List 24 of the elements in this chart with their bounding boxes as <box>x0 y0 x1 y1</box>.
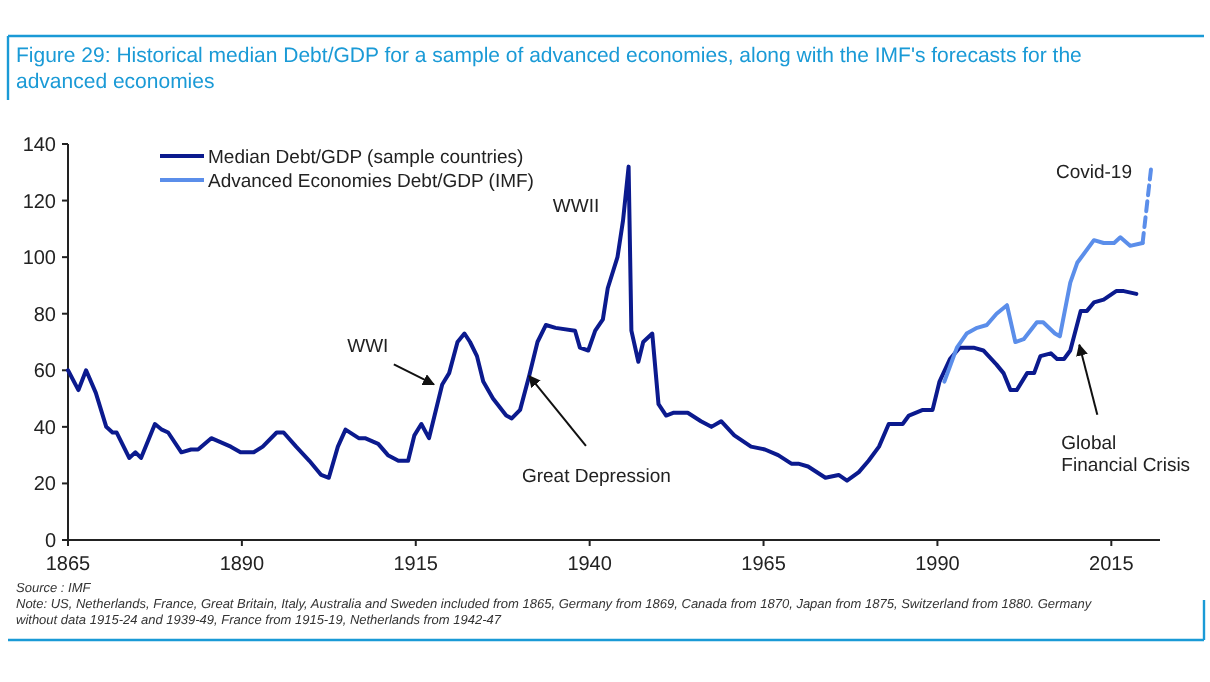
x-tick-label: 2015 <box>1089 554 1135 576</box>
chart-title: Figure 29: Historical median Debt/GDP for a sample of advanced economies, along with the IMF's forecasts for the advanced economies <box>16 44 1083 94</box>
y-tick-label: 100 <box>22 248 57 271</box>
y-tick-label: 80 <box>33 304 57 327</box>
y-tick-label: 40 <box>33 417 57 440</box>
y-tick-label: 0 <box>44 531 57 553</box>
x-tick-label: 1915 <box>393 554 439 576</box>
x-tick-label: 1940 <box>567 554 613 576</box>
annotation: WWI <box>347 336 389 359</box>
legend-label: Median Debt/GDP (sample countries) <box>208 147 524 169</box>
y-tick-label: 140 <box>22 135 57 157</box>
x-tick-label: 1990 <box>915 554 961 576</box>
x-tick-label: 1865 <box>45 554 92 576</box>
line-series <box>66 164 1139 483</box>
y-tick-label: 20 <box>33 474 57 497</box>
annotation: Great Depression <box>521 465 671 488</box>
y-tick-label: 120 <box>22 191 57 214</box>
x-tick-label: 1890 <box>219 554 265 576</box>
annotation: WWII <box>552 196 600 218</box>
y-tick-label: 60 <box>33 361 57 384</box>
annotation: Covid-19 <box>1055 162 1133 184</box>
legend-label: Advanced Economies Debt/GDP (IMF) <box>208 171 534 193</box>
annotation: Global Financial Crisis <box>1061 432 1191 477</box>
x-tick-label: 1965 <box>741 554 787 576</box>
